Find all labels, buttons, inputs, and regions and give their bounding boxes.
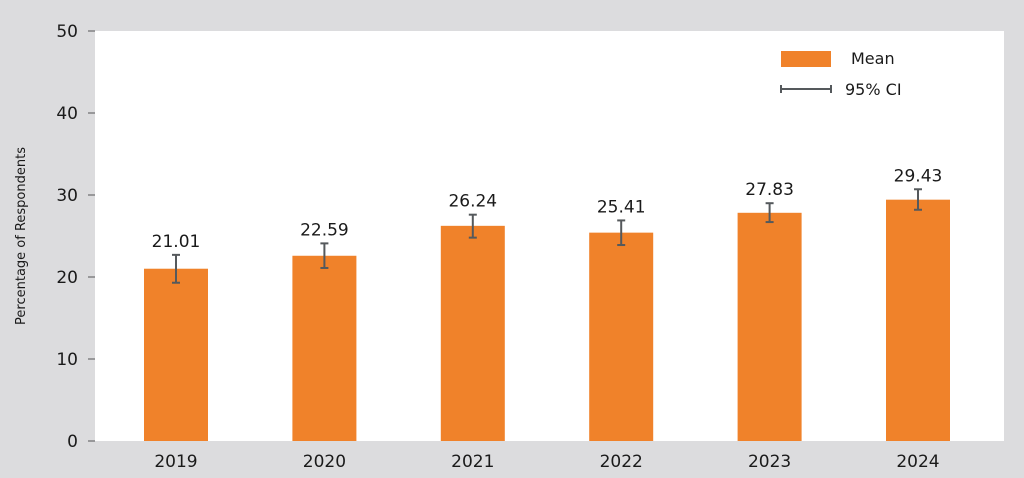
y-tick-label: 50	[56, 22, 78, 42]
y-tick-label: 40	[56, 104, 78, 124]
legend-ci-icon	[780, 85, 832, 93]
x-tick-label: 2023	[748, 452, 791, 472]
error-bar-2023	[765, 202, 774, 224]
bars: 21.01 2019 22.59 2020 26.24 2021 25.41 2022 27.8…	[144, 166, 950, 472]
bar-2020	[292, 255, 357, 441]
data-label-2023: 27.83	[745, 180, 794, 200]
data-label-2024: 29.43	[894, 166, 943, 186]
y-tick-label: 0	[67, 432, 78, 452]
bar-2023	[737, 212, 802, 441]
x-tick-label: 2024	[896, 452, 939, 472]
legend-ci-label: 95% CI	[845, 80, 902, 99]
y-tick-label: 10	[56, 350, 78, 370]
y-axis-label: Percentage of Respondents	[14, 147, 29, 325]
data-label-2021: 26.24	[448, 192, 497, 212]
legend: Mean 95% CI	[780, 49, 902, 99]
bar-2022	[589, 232, 654, 441]
error-bar-2021	[468, 213, 477, 239]
bar-2019	[144, 268, 208, 441]
legend-mean-swatch	[781, 51, 831, 67]
y-axis: 0 10 20 30 40 50	[56, 22, 95, 452]
plot-area	[95, 31, 1004, 441]
legend-mean-label: Mean	[851, 49, 895, 68]
data-label-2022: 25.41	[597, 197, 646, 217]
bar-2024	[886, 199, 950, 441]
error-bar-2019	[172, 253, 180, 284]
x-tick-label: 2022	[600, 452, 643, 472]
x-tick-label: 2019	[154, 452, 197, 472]
y-tick-label: 30	[56, 186, 78, 206]
bar-2021	[440, 225, 505, 441]
y-tick-label: 20	[56, 268, 78, 288]
x-tick-label: 2020	[303, 452, 346, 472]
error-bar-2024	[914, 188, 922, 211]
x-tick-label: 2021	[451, 452, 494, 472]
data-label-2019: 21.01	[152, 232, 201, 252]
error-bar-2020	[320, 242, 329, 269]
data-label-2020: 22.59	[300, 220, 349, 240]
error-bar-2022	[617, 219, 626, 247]
